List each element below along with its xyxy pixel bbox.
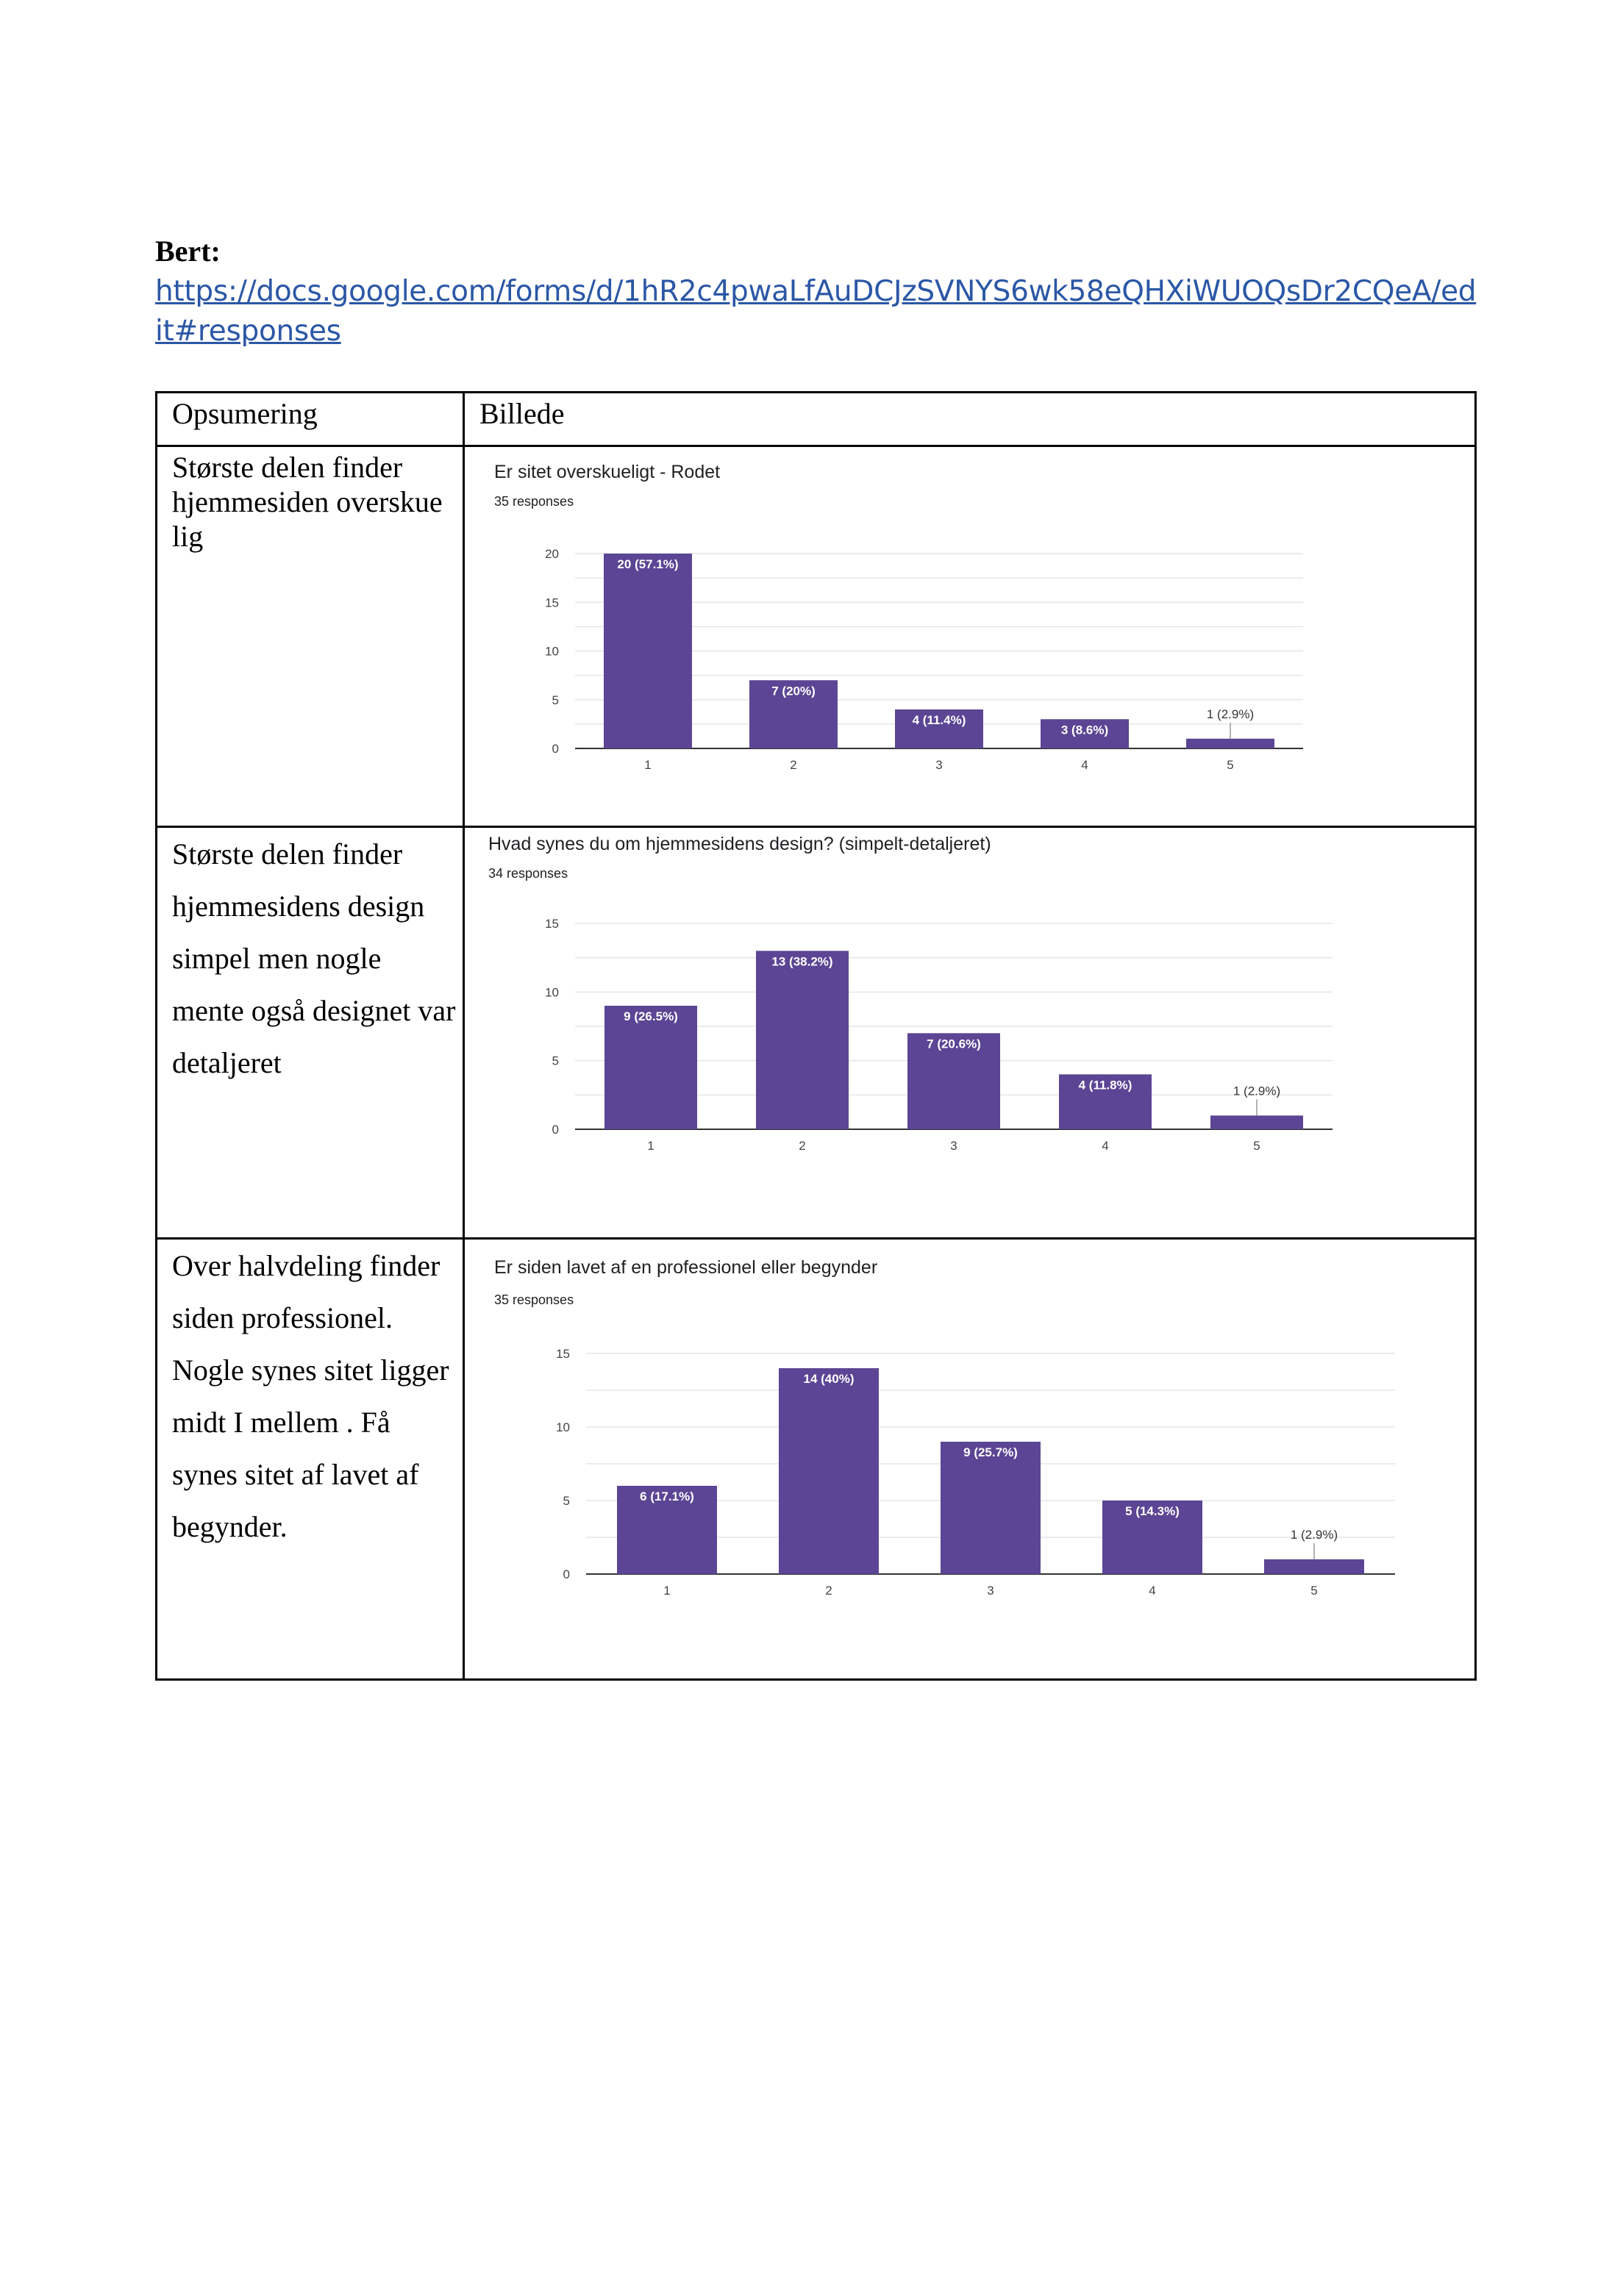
bar-chart-professionel: Er siden lavet af en professionel eller … <box>494 1257 1395 1598</box>
x-tick-label: 4 <box>1149 1584 1155 1598</box>
data-label: 4 (11.4%) <box>913 713 966 727</box>
chart-response-count: 35 responses <box>494 494 574 509</box>
y-tick-label: 20 <box>545 547 559 561</box>
y-tick-label: 0 <box>552 742 559 756</box>
bar-1 <box>617 1486 717 1574</box>
x-tick-label: 1 <box>647 1139 654 1153</box>
x-tick-label: 3 <box>935 758 942 772</box>
chart-title: Er siden lavet af en professionel eller … <box>494 1257 877 1278</box>
bar-chart-design: Hvad synes du om hjemmesidens design? (s… <box>488 834 1333 1153</box>
x-tick-label: 5 <box>1310 1584 1317 1598</box>
y-tick-label: 15 <box>545 917 559 931</box>
data-label: 6 (17.1%) <box>640 1489 694 1503</box>
data-label: 7 (20.6%) <box>927 1037 981 1051</box>
bar-5 <box>1186 738 1274 748</box>
bar-4 <box>1102 1501 1202 1574</box>
x-tick-label: 1 <box>644 758 651 772</box>
header-summary: Opsumering <box>155 391 465 447</box>
data-label: 1 (2.9%) <box>1291 1528 1338 1542</box>
y-tick-label: 0 <box>563 1567 570 1581</box>
data-label: 14 (40%) <box>804 1372 855 1386</box>
data-label: 3 (8.6%) <box>1061 723 1108 737</box>
chart-response-count: 35 responses <box>494 1292 574 1307</box>
data-label: 5 (14.3%) <box>1125 1504 1180 1518</box>
x-tick-label: 4 <box>1081 758 1088 772</box>
page-title: Bert: <box>155 235 221 268</box>
x-tick-label: 2 <box>790 758 796 772</box>
bar-4 <box>1041 719 1129 748</box>
x-tick-label: 2 <box>799 1139 805 1153</box>
data-label: 9 (25.7%) <box>963 1445 1018 1459</box>
image-cell-2: Hvad synes du om hjemmesidens design? (s… <box>463 826 1477 1240</box>
image-cell-1: Er sitet overskueligt - Rodet 35 response… <box>463 445 1477 828</box>
y-tick-label: 5 <box>563 1494 570 1508</box>
x-tick-label: 3 <box>950 1139 957 1153</box>
y-tick-label: 10 <box>545 645 559 659</box>
bar-2 <box>749 680 838 748</box>
data-label: 4 (11.8%) <box>1079 1078 1132 1092</box>
chart-response-count: 34 responses <box>488 866 568 881</box>
form-responses-link[interactable]: https://docs.google.com/forms/d/1hR2c4pw… <box>155 275 1477 348</box>
bar-3 <box>907 1033 1000 1129</box>
data-label: 9 (26.5%) <box>624 1009 678 1023</box>
data-label: 13 (38.2%) <box>771 954 832 968</box>
bar-2 <box>756 951 849 1129</box>
summary-cell-2: Største delen finder hjemmesidens design… <box>155 826 465 1240</box>
y-tick-label: 0 <box>552 1123 559 1137</box>
bar-2 <box>779 1368 879 1574</box>
data-label: 1 (2.9%) <box>1207 707 1254 721</box>
data-label: 7 (20%) <box>771 684 816 698</box>
bar-5 <box>1210 1115 1303 1129</box>
y-tick-label: 5 <box>552 1054 559 1068</box>
x-tick-label: 4 <box>1102 1139 1108 1153</box>
data-label: 20 (57.1%) <box>617 557 678 571</box>
summary-cell-3: Over halvdeling finder siden professione… <box>155 1237 465 1681</box>
y-tick-label: 5 <box>552 693 559 707</box>
data-label: 1 (2.9%) <box>1233 1084 1280 1098</box>
header-image: Billede <box>463 391 1477 447</box>
summary-table: Opsumering Billede Største delen finder … <box>155 391 1477 1681</box>
bar-3 <box>941 1442 1041 1574</box>
x-tick-label: 2 <box>825 1584 832 1598</box>
bar-1 <box>604 554 692 748</box>
chart-title: Er sitet overskueligt - Rodet <box>494 462 720 482</box>
x-tick-label: 3 <box>987 1584 994 1598</box>
x-tick-label: 1 <box>663 1584 670 1598</box>
y-tick-label: 15 <box>556 1347 570 1361</box>
bar-3 <box>895 709 983 748</box>
bar-5 <box>1264 1559 1364 1574</box>
y-tick-label: 15 <box>545 596 559 609</box>
image-cell-3: Er siden lavet af en professionel eller … <box>463 1237 1477 1681</box>
x-tick-label: 5 <box>1253 1139 1260 1153</box>
bar-1 <box>604 1006 697 1129</box>
summary-cell-1: Største delen finder hjemmesiden oversku… <box>155 445 465 828</box>
bar-chart-overskueligt: Er sitet overskueligt - Rodet 35 response… <box>494 462 1303 772</box>
x-tick-label: 5 <box>1227 758 1233 772</box>
y-tick-label: 10 <box>556 1420 570 1434</box>
y-tick-label: 10 <box>545 985 559 999</box>
chart-title: Hvad synes du om hjemmesidens design? (s… <box>488 834 991 854</box>
bar-4 <box>1059 1074 1152 1129</box>
